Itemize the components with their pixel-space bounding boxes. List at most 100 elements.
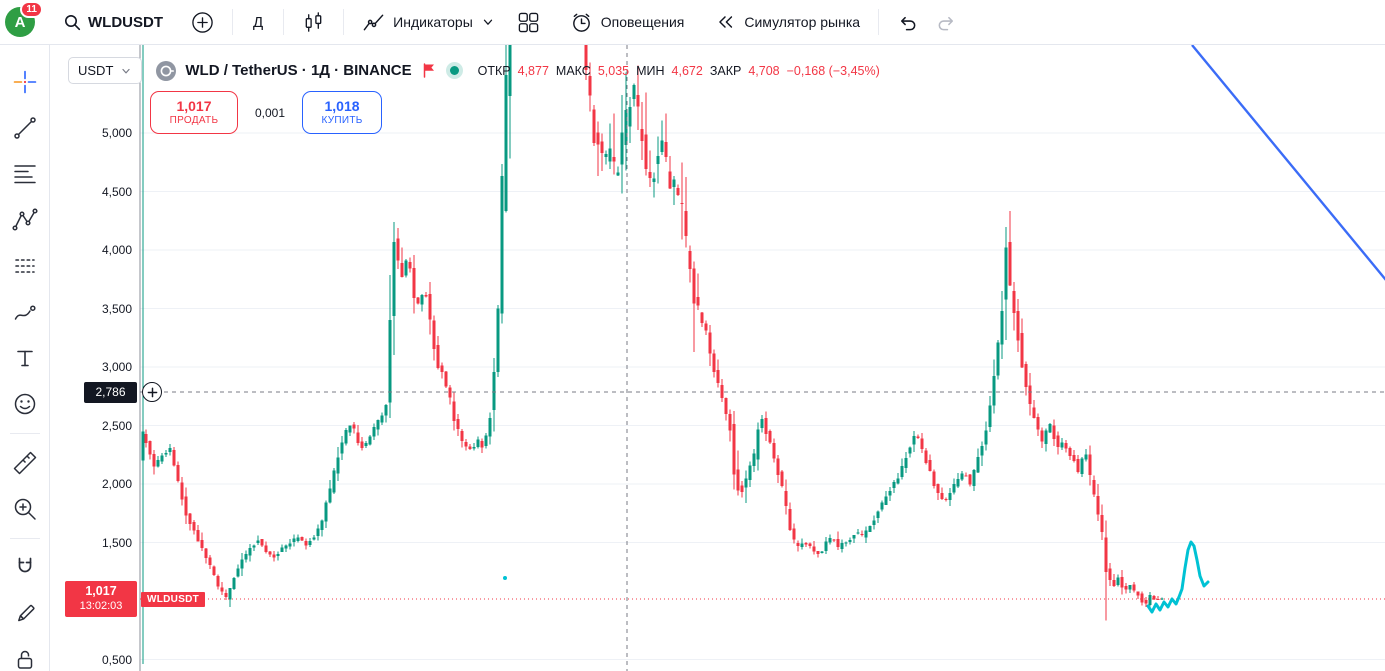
low-value: 4,672: [671, 63, 703, 78]
crosshair-tool-button[interactable]: [2, 59, 48, 105]
ruler-icon: [13, 451, 36, 475]
candlestick-chart-icon: [305, 11, 322, 32]
currency-toggle[interactable]: USDT: [68, 57, 143, 84]
alerts-button[interactable]: Оповещения: [562, 5, 693, 39]
trend-line-tool-button[interactable]: [2, 105, 48, 151]
trend-line-icon: [13, 117, 36, 139]
sell-button[interactable]: 1,017 ПРОДАТЬ: [150, 91, 238, 134]
forecast-icon: [14, 259, 35, 273]
candles-layer: [141, 45, 1164, 665]
text-tool-button[interactable]: [2, 335, 48, 381]
drawing-toolbar: [0, 45, 50, 671]
redo-icon: [938, 16, 954, 30]
market-status-dot[interactable]: [449, 66, 459, 75]
layout-grid-button[interactable]: [509, 5, 548, 39]
open-label: ОТКР: [477, 63, 511, 78]
candlestick-chart[interactable]: [50, 45, 1385, 671]
smiley-icon: [14, 393, 35, 415]
undo-button[interactable]: [889, 5, 926, 39]
symbol-title-row: WLD / TetherUS · 1Д · BINANCE ОТКР 4,877…: [156, 60, 880, 81]
sell-label: ПРОДАТЬ: [169, 114, 219, 126]
forecast-tool-button[interactable]: [2, 243, 48, 289]
toolbar-divider: [878, 9, 880, 35]
ohlc-readout: ОТКР 4,877 МАКС 5,035 МИН 4,672 ЗАКР 4,7…: [478, 64, 880, 78]
measure-tool-button[interactable]: [2, 440, 48, 486]
symbol-search-button[interactable]: WLDUSDT: [55, 5, 171, 39]
trade-panel: 1,017 ПРОДАТЬ 0,001 1,018 КУПИТЬ: [150, 91, 383, 134]
draw-tool-button[interactable]: [2, 591, 48, 637]
indicator-templates-button[interactable]: [477, 5, 499, 39]
toolbar-divider: [9, 433, 40, 434]
chart-type-button[interactable]: [294, 5, 333, 39]
toolbar-divider: [283, 9, 285, 35]
symbol-search-label: WLDUSDT: [88, 13, 163, 31]
high-value: 5,035: [597, 63, 630, 78]
avatar[interactable]: A 11: [5, 1, 43, 37]
alerts-label: Оповещения: [600, 14, 685, 30]
indicators-label: Индикаторы: [393, 14, 473, 30]
fib-retracement-tool-button[interactable]: [2, 151, 48, 197]
replay-label: Симулятор рынка: [744, 14, 861, 30]
high-label: МАКС: [555, 63, 591, 78]
change-value: −0,168 (−3,45%): [786, 63, 880, 78]
trend-line-drawing[interactable]: [1191, 45, 1385, 297]
chart-title[interactable]: WLD / TetherUS · 1Д · BINANCE: [185, 62, 412, 79]
toolbar-divider: [9, 538, 40, 539]
price-axis-label: 2,500: [101, 418, 132, 433]
replay-button[interactable]: Симулятор рынка: [706, 5, 868, 39]
plus-icon: [147, 387, 157, 397]
price-axis-label: 5,000: [101, 126, 132, 140]
pitchfork-pattern-icon: [11, 208, 38, 231]
close-label: ЗАКР: [709, 63, 742, 78]
buy-label: КУПИТЬ: [321, 114, 363, 126]
plus-circle-icon: [192, 11, 213, 33]
buy-price: 1,018: [324, 98, 360, 115]
sell-price: 1,017: [176, 98, 212, 115]
currency-toggle-label: USDT: [78, 63, 114, 78]
layout-grid-icon: [518, 12, 539, 32]
last-price-value: 1,017: [85, 584, 117, 599]
top-toolbar: A 11 WLDUSDT Д Индикаторы: [0, 0, 1385, 45]
redo-button[interactable]: [928, 5, 965, 39]
crosshair-icon: [13, 70, 36, 94]
pattern-tool-button[interactable]: [2, 197, 48, 243]
brush-drawing[interactable]: [1146, 540, 1210, 614]
toolbar-divider: [232, 9, 233, 35]
price-axis-label: 4,000: [101, 243, 132, 257]
buy-button[interactable]: 1,018 КУПИТЬ: [302, 91, 383, 134]
magnet-tool-button[interactable]: [2, 545, 48, 591]
chart-header: USDT WLD / TetherUS · 1Д · BINANCE ОТКР …: [68, 57, 880, 84]
chevron-down-icon: [122, 68, 130, 73]
rewind-icon: [719, 16, 733, 28]
add-alert-plus-button[interactable]: [142, 382, 162, 403]
emoji-tool-button[interactable]: [2, 381, 48, 427]
toolbar-divider: [343, 9, 345, 35]
search-icon: [65, 15, 81, 31]
brush-dot: [503, 576, 507, 580]
chevron-down-icon: [483, 19, 492, 25]
indicators-button[interactable]: Индикаторы: [354, 5, 481, 39]
zoom-in-icon: [14, 498, 36, 520]
price-axis[interactable]: 5,000 4,500 4,000 3,500 3,000 2,500 2,000 1,500…: [50, 45, 140, 671]
zoom-in-tool-button[interactable]: [2, 486, 48, 532]
crosshair-price-label: 2,786: [84, 381, 137, 403]
low-label: МИН: [636, 63, 665, 78]
notification-badge: 11: [20, 1, 43, 18]
price-axis-label: 1,500: [101, 535, 132, 550]
price-axis-label: 4,500: [101, 184, 132, 199]
text-tool-icon: [16, 350, 33, 367]
price-axis-label: 0,500: [101, 652, 132, 667]
flag-icon[interactable]: [421, 62, 437, 79]
bar-countdown: 13:02:03: [79, 599, 123, 612]
interval-button[interactable]: Д: [243, 5, 273, 39]
price-axis-label: 3,500: [101, 301, 132, 316]
brush-tool-button[interactable]: [2, 289, 48, 335]
close-value: 4,708: [748, 63, 780, 78]
undo-icon: [901, 16, 916, 30]
chart-area[interactable]: 5,000 4,500 4,000 3,500 3,000 2,500 2,000 1,500…: [50, 45, 1385, 671]
spread-value: 0,001: [251, 103, 290, 122]
price-axis-label: 2,000: [101, 477, 132, 491]
brush-icon: [14, 305, 36, 320]
compare-add-button[interactable]: [183, 5, 222, 39]
lock-tool-button[interactable]: [2, 637, 48, 671]
